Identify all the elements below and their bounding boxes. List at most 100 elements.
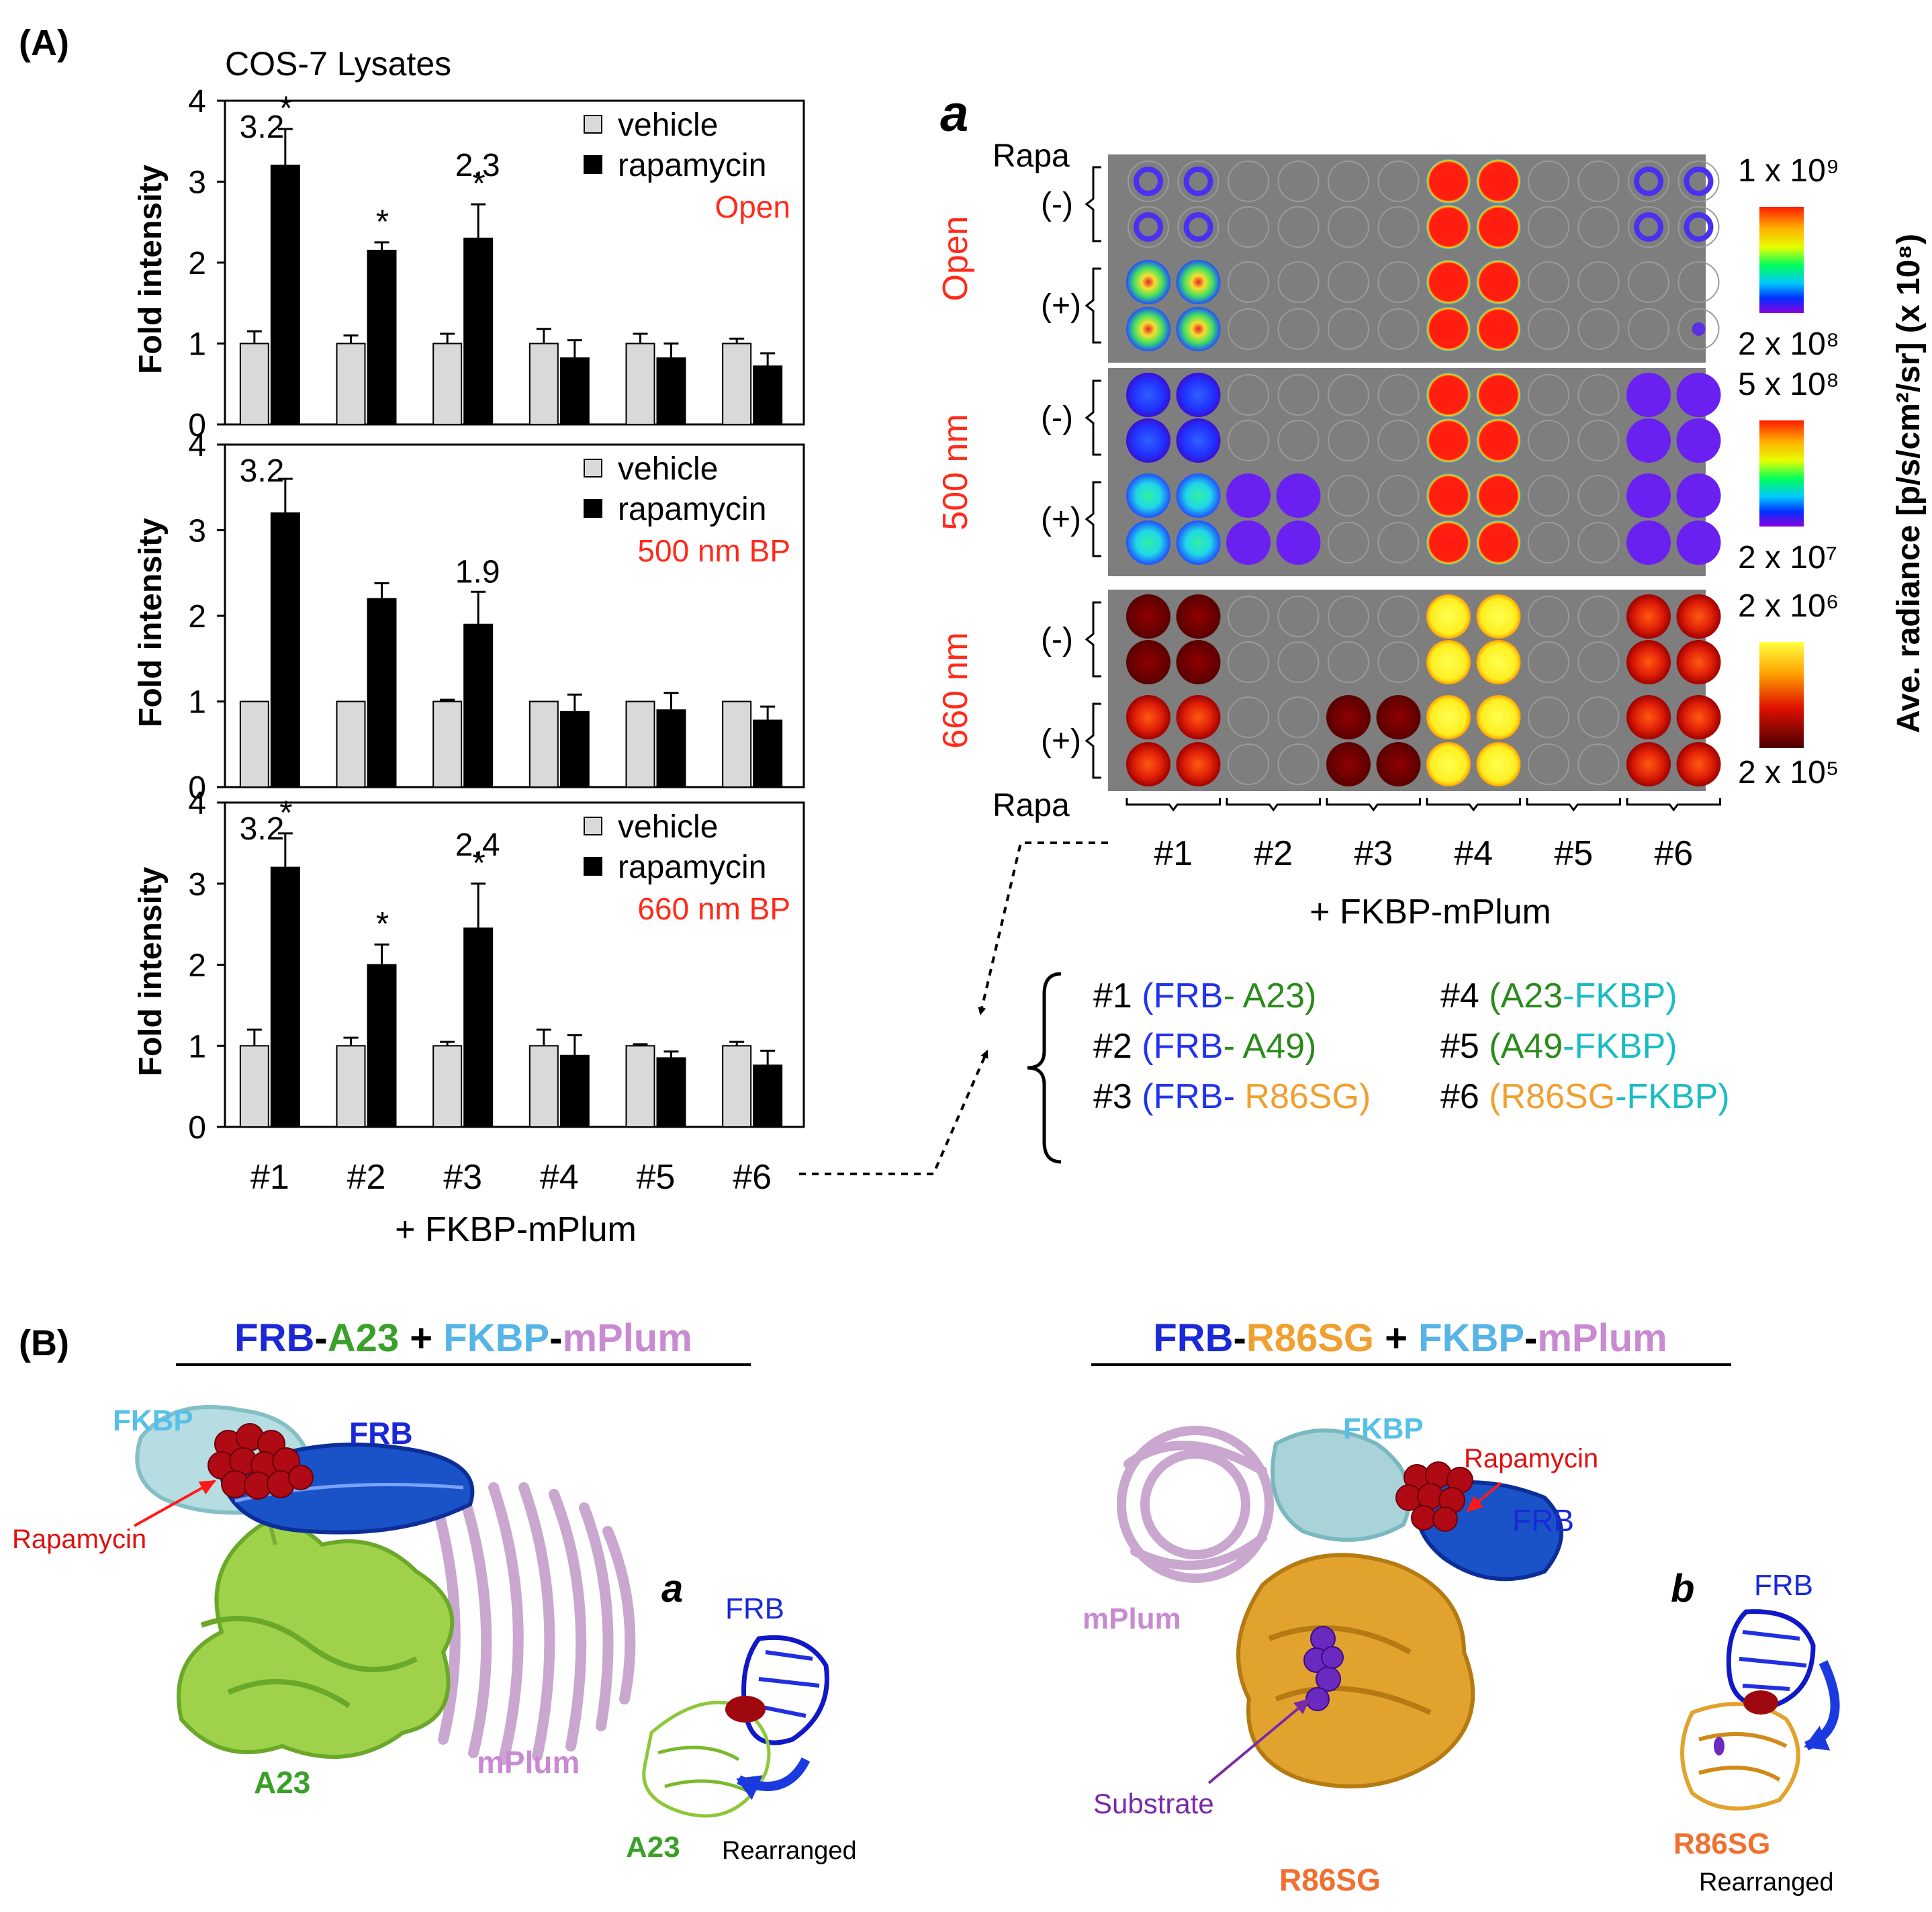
signal-well xyxy=(1426,260,1471,304)
structure-title-part: - xyxy=(549,1316,562,1360)
colorbar xyxy=(1759,420,1804,527)
signal-well xyxy=(1476,594,1521,639)
signal-well xyxy=(1183,212,1213,242)
label-substrate: Substrate xyxy=(1093,1788,1214,1819)
signal-well xyxy=(1126,307,1170,351)
row-brace xyxy=(1085,267,1101,344)
structure-title-part: R86SG xyxy=(1246,1316,1374,1360)
inset-a-label: a xyxy=(661,1567,683,1610)
legend-swatch-rapamycin xyxy=(584,155,602,174)
r86sg-ribbon xyxy=(1236,1553,1475,1788)
row-label-plus: (+) xyxy=(1041,288,1081,324)
y-tick-label: 3 xyxy=(188,514,206,549)
signal-well xyxy=(1126,418,1170,463)
rapa-bottom-label: Rapa xyxy=(993,788,1070,823)
signal-well xyxy=(1176,594,1221,639)
empty-well xyxy=(1528,596,1569,637)
signal-well xyxy=(1176,742,1221,786)
construct-key-part: -FKBP) xyxy=(1563,1027,1677,1066)
signal-well xyxy=(1476,159,1521,203)
bar-rapamycin-n2 xyxy=(367,964,397,1128)
empty-well xyxy=(1377,522,1420,563)
structure-frb-a23: FKBP FRB Rapamycin A23 mPlum xyxy=(12,1404,636,1800)
signal-well xyxy=(1226,473,1271,518)
empty-well xyxy=(1577,206,1620,248)
bar-vehicle-n4 xyxy=(528,1045,559,1128)
construct-key-brace xyxy=(1027,972,1062,1164)
construct-key-part: -FKBP) xyxy=(1615,1077,1729,1116)
construct-key-part: (FRB xyxy=(1142,1027,1223,1066)
y-tick-label: 2 xyxy=(188,948,206,984)
row-brace xyxy=(1085,166,1101,242)
y-axis-label: Fold intensity xyxy=(133,165,169,374)
value-label: 3.2 xyxy=(240,811,285,847)
empty-well xyxy=(1528,206,1569,248)
empty-well xyxy=(1577,475,1620,516)
bar-vehicle-n4 xyxy=(528,343,559,425)
group-bracket xyxy=(1125,798,1221,812)
colorbar xyxy=(1759,642,1804,748)
x-tick-label: #1 xyxy=(250,1158,289,1197)
mplum-barrel xyxy=(431,1482,636,1765)
row-brace xyxy=(1085,481,1101,557)
construct-key-part: (A23 xyxy=(1489,976,1563,1015)
empty-well xyxy=(1228,641,1269,683)
empty-well xyxy=(1277,596,1320,637)
signal-well xyxy=(1626,418,1671,463)
bar-rapamycin-n6 xyxy=(753,1064,783,1128)
colorbar-max: 5 x 10⁸ xyxy=(1738,367,1839,402)
empty-well xyxy=(1177,161,1220,202)
empty-well xyxy=(1377,374,1420,416)
empty-well xyxy=(1228,161,1269,202)
y-tick-label: 3 xyxy=(188,165,206,201)
colorbar-max: 1 x 10⁹ xyxy=(1738,153,1839,189)
empty-well xyxy=(1577,374,1620,416)
plate-group-label: #1 xyxy=(1154,834,1193,873)
construct-key-item: #4 (A23-FKBP) xyxy=(1440,976,1677,1015)
colorbar xyxy=(1759,207,1804,313)
plate-group-label: #4 xyxy=(1454,834,1493,873)
empty-well xyxy=(1528,641,1569,683)
construct-key-item: #2 (FRB- A49) xyxy=(1093,1027,1316,1066)
signal-well xyxy=(1376,695,1421,739)
empty-well xyxy=(1577,743,1620,785)
signal-well xyxy=(1476,373,1521,417)
construct-key-part: #1 xyxy=(1093,976,1142,1015)
signal-well xyxy=(1176,418,1221,463)
structure-title-left: FRB-A23 + FKBP-mPlum xyxy=(234,1316,692,1360)
plate-group-label: #3 xyxy=(1354,834,1393,873)
significance-mark: * xyxy=(472,844,485,882)
significance-mark: * xyxy=(279,89,292,127)
empty-well xyxy=(1677,206,1720,248)
legend-vehicle: vehicle xyxy=(618,107,718,143)
empty-well xyxy=(1377,641,1420,683)
substrate-arrow xyxy=(1207,1698,1311,1784)
signal-well xyxy=(1476,205,1521,249)
y-tick-label: 1 xyxy=(188,685,206,721)
empty-well xyxy=(1628,161,1669,202)
bar-vehicle-n1 xyxy=(239,343,269,425)
construct-key-part: - xyxy=(1224,1077,1245,1116)
signal-well xyxy=(1183,167,1213,196)
structure-title-text: FRB-R86SG + FKBP-mPlum xyxy=(1153,1316,1667,1360)
imaging-plates: (-) (+) Open 1 x 10⁹ 2 x 10⁸ (-) (+) 500 nm 5 x … xyxy=(936,153,1839,791)
signal-well xyxy=(1176,307,1221,351)
label-fkbp-right: FKBP xyxy=(1343,1412,1424,1445)
empty-well xyxy=(1328,420,1369,461)
signal-well xyxy=(1426,418,1471,463)
label-rapamycin: Rapamycin xyxy=(12,1524,146,1554)
empty-well xyxy=(1577,641,1620,683)
signal-well xyxy=(1426,742,1471,786)
empty-well xyxy=(1128,161,1169,202)
rapa-top-label: Rapa xyxy=(993,138,1070,174)
signal-well xyxy=(1176,373,1221,417)
plate-2 xyxy=(1108,368,1721,576)
empty-well xyxy=(1228,374,1269,416)
signal-well xyxy=(1476,742,1521,786)
dotted-connector-right xyxy=(978,841,1108,1015)
y-tick-label: 2 xyxy=(188,246,206,281)
signal-well xyxy=(1676,742,1721,786)
plate-group-labels: #1 #2 #3 #4 #5 #6 xyxy=(1125,798,1721,873)
construct-key-part: - A23) xyxy=(1224,976,1317,1015)
